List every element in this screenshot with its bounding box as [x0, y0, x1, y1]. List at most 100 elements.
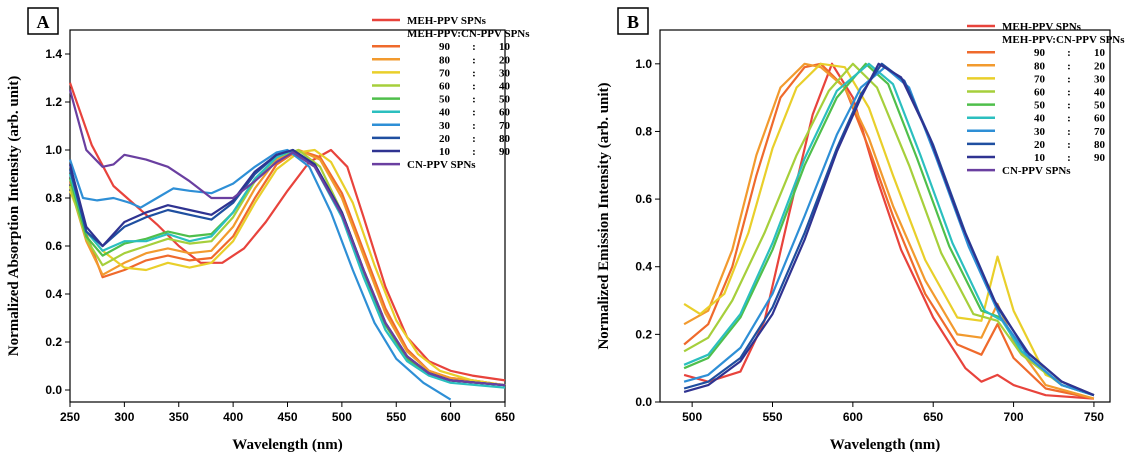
series-line-b-r40 — [683, 62, 1095, 397]
y-tick-label: 0.8 — [45, 191, 62, 205]
legend-ratio-left: 50 — [439, 94, 451, 106]
y-tick-label: 0.6 — [45, 239, 62, 253]
series-line-a-r70 — [68, 148, 506, 387]
legend-ratio-sep: : — [1067, 126, 1071, 138]
y-tick-label: 0.4 — [635, 260, 652, 274]
panel-a-chart: 250 300 350 400 450 500 550 600 650 0.0 0.2 0.4 0.6 0… — [6, 7, 530, 453]
y-tick-label: 0.0 — [45, 383, 62, 397]
x-tick-label: 350 — [169, 410, 189, 424]
series-line-a-r50 — [68, 148, 506, 387]
legend-ratio-right: 80 — [499, 133, 511, 145]
legend-ratio-left: 90 — [1034, 47, 1046, 59]
legend-ratio-right: 90 — [1094, 152, 1106, 164]
panel-label: A — [37, 12, 50, 32]
legend-ratio-left: 20 — [1034, 139, 1046, 151]
y-tick-label: 0.8 — [635, 124, 652, 138]
legend-ratio-right: 30 — [1094, 73, 1106, 85]
y-tick-label: 0.2 — [635, 327, 652, 341]
series-line-b-r70 — [683, 62, 1095, 397]
legend-ratio-sep: : — [472, 107, 476, 119]
legend-header: MEH-PPV:CN-PPV SPNs — [1002, 34, 1125, 46]
y-tick-label: 0.4 — [45, 287, 62, 301]
y-tick-label: 1.0 — [635, 57, 652, 71]
series-line-a-r10 — [68, 148, 506, 387]
series-line-b-r10 — [683, 62, 1095, 397]
y-tick-label: 0.6 — [635, 192, 652, 206]
legend-ratio-sep: : — [1067, 47, 1071, 59]
legend-ratio-left: 40 — [439, 107, 451, 119]
legend-ratio-left: 60 — [1034, 87, 1046, 99]
y-tick-label: 1.4 — [45, 47, 62, 61]
legend-ratio-right: 50 — [1094, 100, 1106, 112]
legend-ratio-left: 50 — [1034, 100, 1046, 112]
legend-ratio-sep: : — [472, 94, 476, 106]
panel-b-chart: 500 550 600 650 700 750 0.0 0.2 0.4 0.6 0.8 1.0 Wave… — [596, 7, 1125, 453]
series-line-b-r60 — [683, 62, 1095, 397]
legend-label: CN-PPV SPNs — [1002, 165, 1071, 177]
x-tick-label: 550 — [762, 410, 782, 424]
legend-header: MEH-PPV:CN-PPV SPNs — [407, 28, 530, 40]
legend-ratio-right: 20 — [499, 54, 511, 66]
legend-ratio-left: 40 — [1034, 113, 1046, 125]
legend-ratio-right: 10 — [1094, 47, 1106, 59]
legend-label: MEH-PPV SPNs — [407, 15, 487, 27]
series-line-a-meh — [68, 82, 506, 382]
x-axis-label: Wavelength (nm) — [232, 437, 342, 453]
legend-ratio-sep: : — [472, 120, 476, 132]
legend-ratio-right: 70 — [1094, 126, 1106, 138]
legend-ratio-right: 70 — [499, 120, 511, 132]
y-tick-label: 0.2 — [45, 335, 62, 349]
legend-ratio-sep: : — [472, 41, 476, 53]
legend-ratio-sep: : — [1067, 60, 1071, 72]
y-axis-label: Normalized Emission Intensity (arb. unit… — [596, 82, 612, 349]
series-line-b-r20 — [683, 62, 1095, 397]
legend-ratio-left: 10 — [1034, 152, 1046, 164]
x-tick-label: 700 — [1004, 410, 1024, 424]
legend-ratio-right: 90 — [499, 146, 511, 158]
legend-ratio-right: 40 — [499, 81, 511, 93]
panel-label: B — [627, 12, 639, 32]
legend-ratio-right: 20 — [1094, 60, 1106, 72]
x-tick-label: 600 — [441, 410, 461, 424]
legend-ratio-right: 60 — [1094, 113, 1106, 125]
y-axis-label: Normalized Absorption Intensity (arb. un… — [6, 76, 22, 356]
legend-ratio-left: 30 — [439, 120, 451, 132]
series-line-a-cn — [68, 89, 506, 387]
legend-ratio-right: 30 — [499, 67, 511, 79]
series-line-a-r20 — [68, 148, 506, 387]
y-tick-label: 0.0 — [635, 395, 652, 409]
legend-ratio-sep: : — [472, 67, 476, 79]
legend-ratio-left: 70 — [439, 67, 451, 79]
legend-ratio-left: 30 — [1034, 126, 1046, 138]
y-tick-label: 1.0 — [45, 143, 62, 157]
x-tick-label: 650 — [495, 410, 515, 424]
x-tick-label: 600 — [843, 410, 863, 424]
legend-ratio-right: 40 — [1094, 87, 1106, 99]
legend-label: CN-PPV SPNs — [407, 159, 476, 171]
x-tick-label: 750 — [1084, 410, 1104, 424]
x-tick-label: 450 — [277, 410, 297, 424]
legend-ratio-sep: : — [1067, 100, 1071, 112]
series-line-a-r60 — [68, 148, 506, 387]
legend-ratio-sep: : — [1067, 73, 1071, 85]
legend-ratio-sep: : — [472, 54, 476, 66]
legend-ratio-left: 10 — [439, 146, 451, 158]
legend-ratio-right: 10 — [499, 41, 511, 53]
legend-ratio-left: 80 — [439, 54, 451, 66]
series-line-a-r40 — [68, 148, 506, 389]
x-tick-label: 550 — [386, 410, 406, 424]
series-line-a-r90 — [68, 148, 506, 387]
series-line-b-r90 — [683, 62, 1095, 400]
series-line-a-r30 — [68, 148, 452, 401]
legend-ratio-left: 90 — [439, 41, 451, 53]
legend-ratio-left: 20 — [439, 133, 451, 145]
legend-ratio-left: 60 — [439, 81, 451, 93]
legend-ratio-sep: : — [1067, 152, 1071, 164]
legend-ratio-sep: : — [1067, 87, 1071, 99]
y-tick-label: 1.2 — [45, 95, 62, 109]
legend-ratio-sep: : — [472, 81, 476, 93]
series-line-b-r50 — [683, 62, 1095, 397]
